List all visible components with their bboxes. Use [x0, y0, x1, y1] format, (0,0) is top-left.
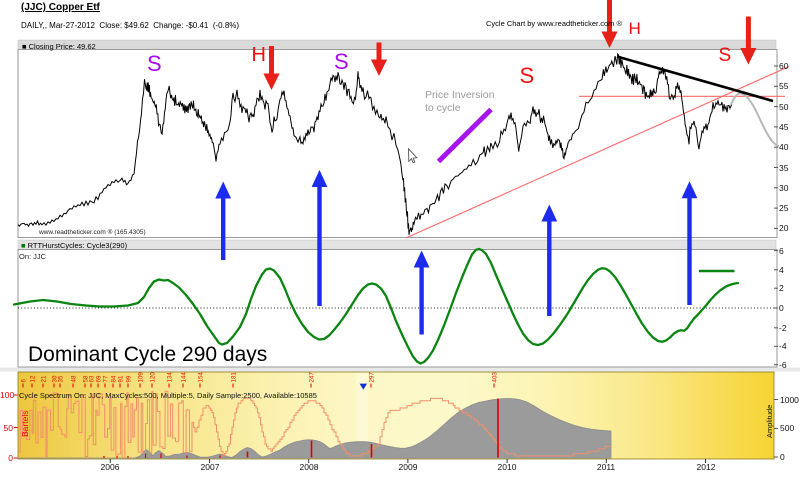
svg-text:63: 63 — [89, 375, 96, 382]
svg-text:12: 12 — [30, 375, 37, 382]
svg-text:109: 109 — [138, 372, 145, 383]
svg-text:21: 21 — [41, 375, 48, 382]
svg-text:154: 154 — [198, 372, 205, 383]
svg-text:58: 58 — [83, 375, 90, 382]
svg-text:181: 181 — [231, 372, 238, 383]
svg-text:77: 77 — [103, 375, 110, 382]
svg-text:297: 297 — [369, 372, 376, 383]
svg-text:403: 403 — [492, 372, 499, 383]
svg-text:35: 35 — [58, 375, 65, 382]
svg-text:Amplitude: Amplitude — [765, 405, 774, 438]
svg-text:84: 84 — [111, 375, 118, 382]
svg-text:48: 48 — [71, 375, 78, 382]
svg-text:6: 6 — [21, 379, 28, 383]
svg-text:Bartels: Bartels — [20, 411, 30, 437]
svg-text:91: 91 — [118, 375, 125, 382]
svg-text:99: 99 — [126, 375, 133, 382]
svg-text:134: 134 — [167, 372, 174, 383]
svg-text:144: 144 — [181, 372, 188, 383]
svg-text:69: 69 — [96, 375, 103, 382]
svg-text:30: 30 — [52, 375, 59, 382]
svg-text:120: 120 — [150, 372, 157, 383]
svg-text:247: 247 — [309, 372, 316, 383]
